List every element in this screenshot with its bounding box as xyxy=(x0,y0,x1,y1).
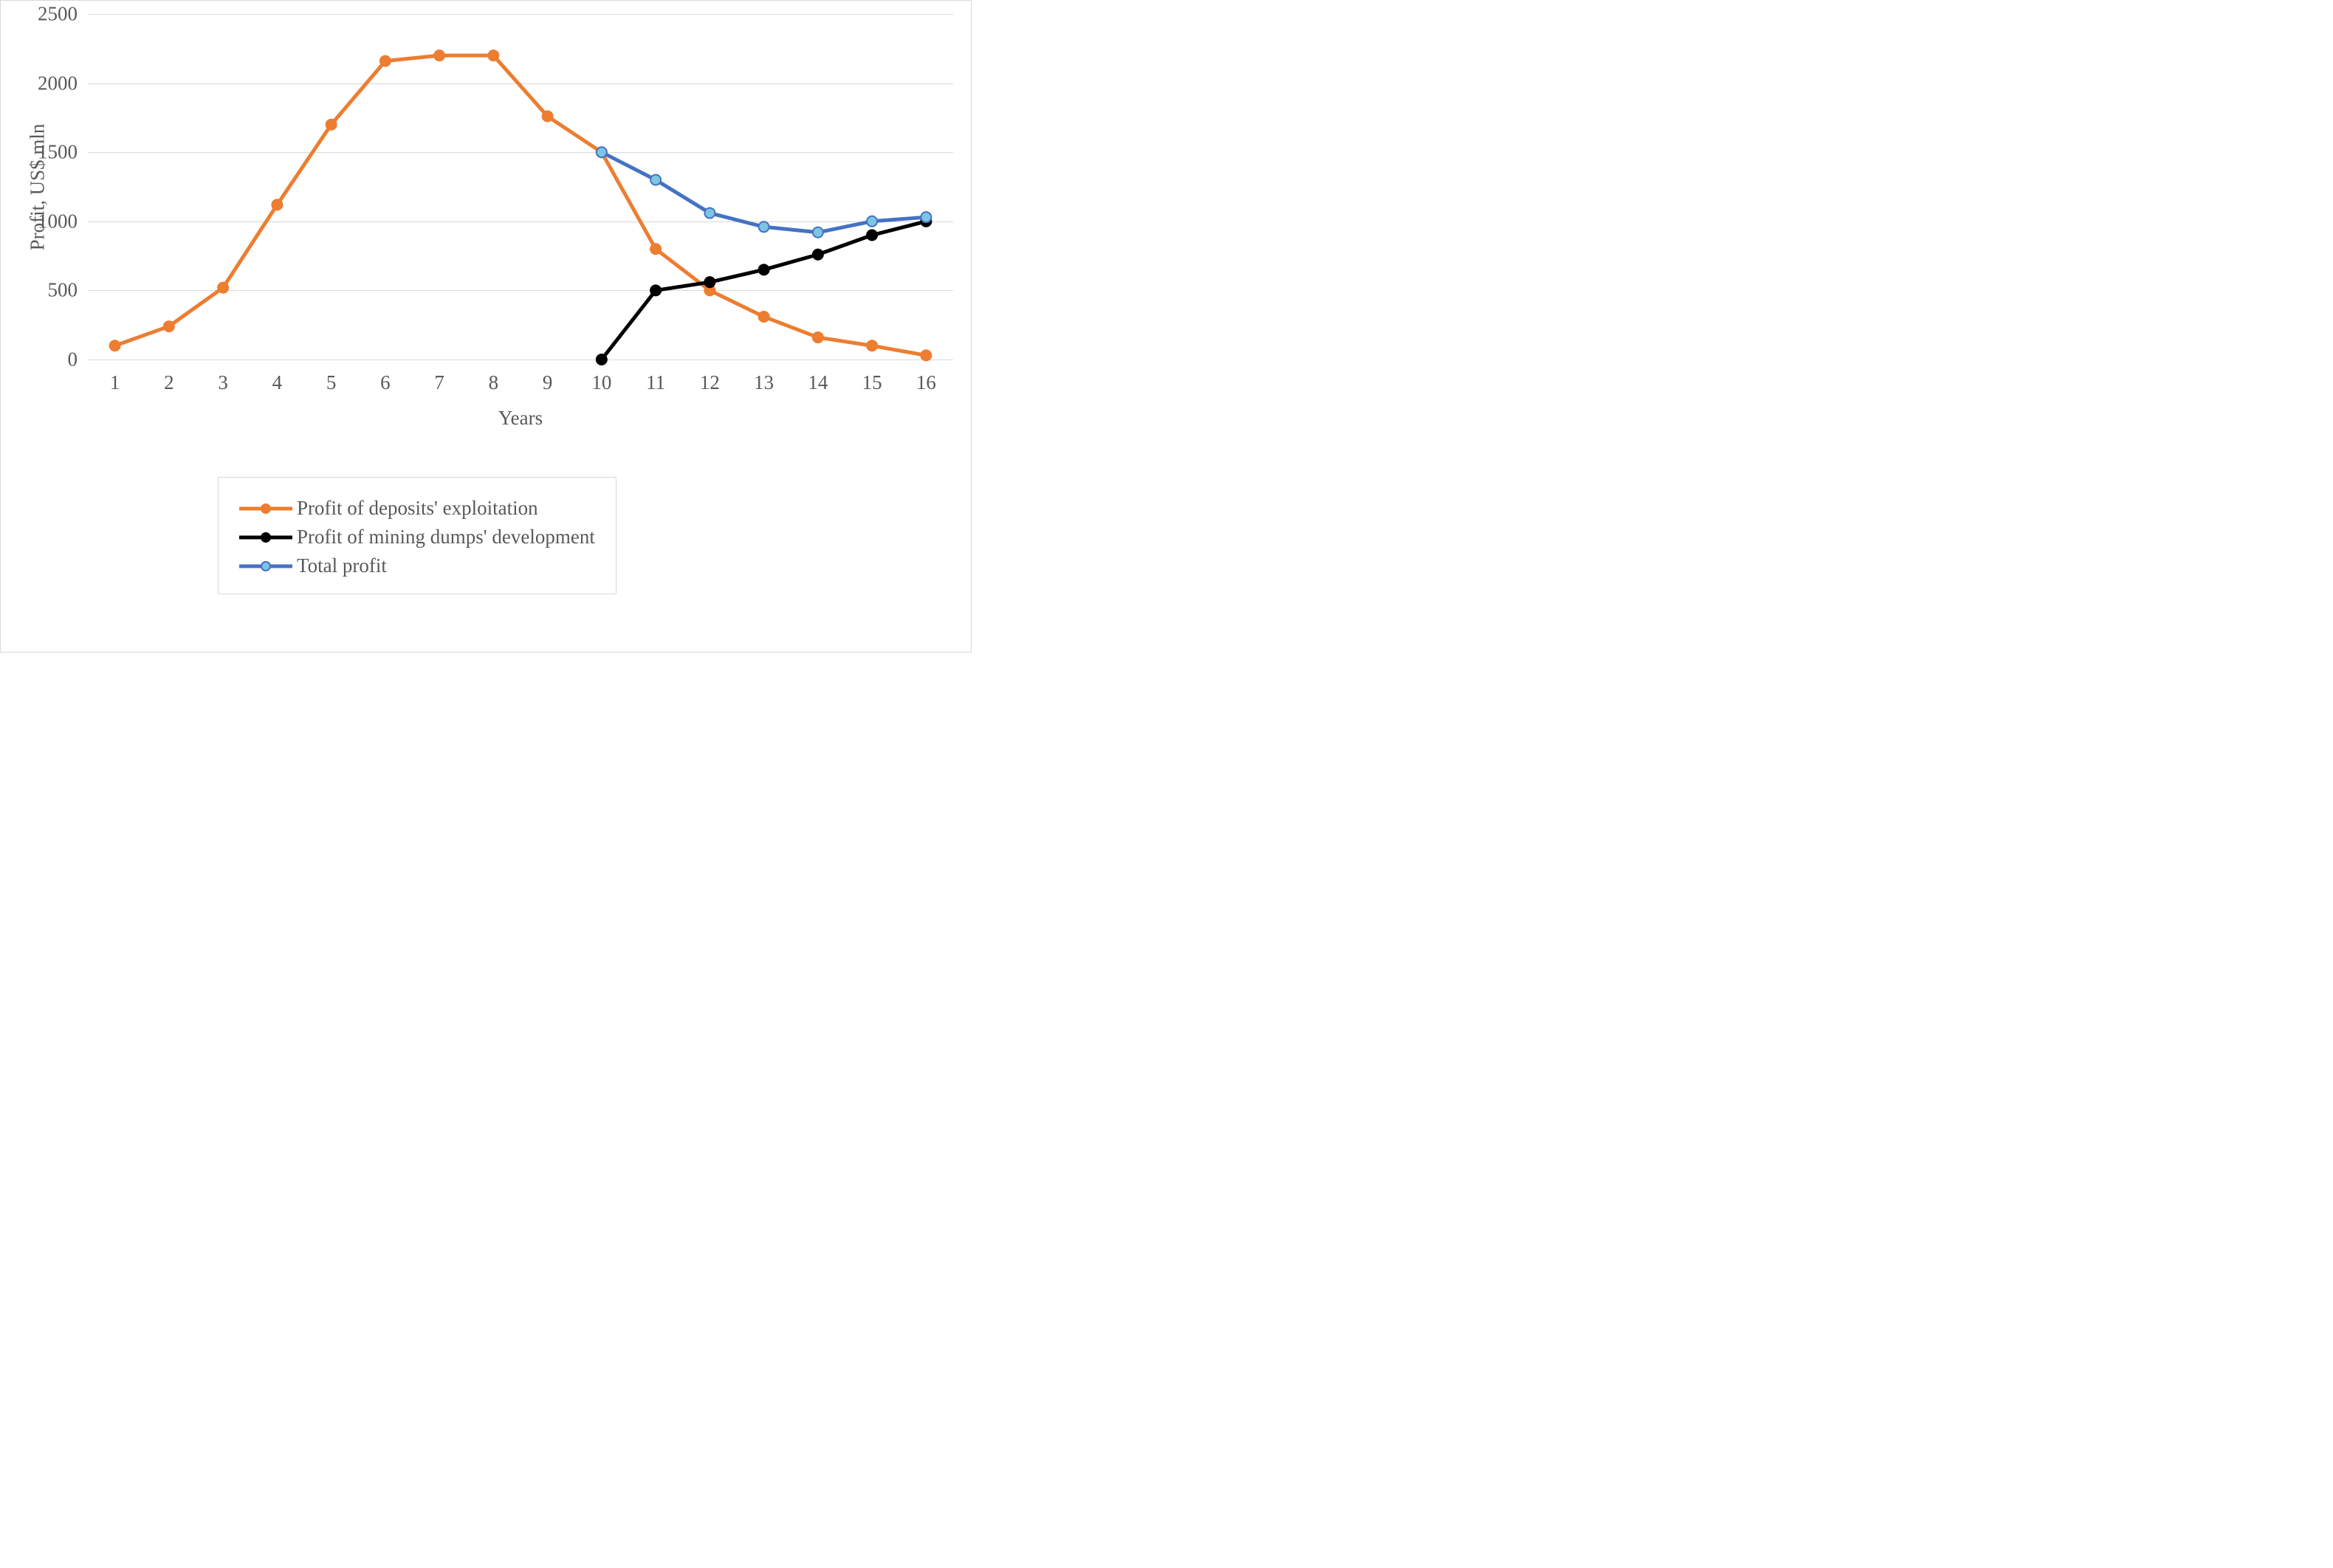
series-marker-dumps xyxy=(597,354,607,365)
y-axis-title: Profit, US$ mln xyxy=(27,106,49,269)
x-tick-label: 3 xyxy=(218,371,228,394)
y-tick-label: 0 xyxy=(1,348,78,371)
legend-swatch xyxy=(239,500,292,517)
legend-swatch xyxy=(239,529,292,546)
plot-area xyxy=(88,14,953,360)
series-marker-total xyxy=(759,221,769,232)
x-tick-label: 8 xyxy=(489,371,499,394)
x-tick-label: 4 xyxy=(272,371,283,394)
x-tick-label: 9 xyxy=(543,371,553,394)
y-tick-label: 2500 xyxy=(1,3,78,26)
legend-label: Total profit xyxy=(297,554,387,577)
profit-line-chart: Profit, US$ mln Years Profit of deposits… xyxy=(0,0,972,653)
legend-label: Profit of deposits' exploitation xyxy=(297,497,538,520)
legend-item-deposits: Profit of deposits' exploitation xyxy=(239,497,595,520)
x-tick-label: 2 xyxy=(164,371,174,394)
legend: Profit of deposits' exploitation Profit o… xyxy=(218,477,616,594)
y-tick-label: 1500 xyxy=(1,141,78,164)
series-marker-dumps xyxy=(867,230,877,241)
series-marker-deposits xyxy=(164,321,174,331)
series-marker-deposits xyxy=(434,50,444,61)
series-layer xyxy=(88,14,953,360)
series-marker-deposits xyxy=(326,120,337,130)
y-tick-label: 1000 xyxy=(1,210,78,233)
x-tick-label: 6 xyxy=(380,371,391,394)
series-marker-total xyxy=(597,147,607,157)
series-marker-deposits xyxy=(272,199,282,210)
series-marker-total xyxy=(704,208,715,219)
series-marker-dumps xyxy=(759,264,769,275)
x-tick-label: 14 xyxy=(808,371,828,394)
series-marker-deposits xyxy=(543,111,553,122)
x-tick-label: 15 xyxy=(862,371,882,394)
series-marker-total xyxy=(867,216,877,227)
series-marker-deposits xyxy=(867,340,877,351)
series-marker-deposits xyxy=(759,312,769,322)
series-marker-deposits xyxy=(110,340,120,351)
x-tick-label: 1 xyxy=(110,371,120,394)
x-tick-label: 7 xyxy=(434,371,444,394)
y-tick-label: 2000 xyxy=(1,72,78,94)
series-marker-total xyxy=(921,212,931,222)
y-tick-label: 500 xyxy=(1,279,78,302)
series-marker-total xyxy=(813,227,823,238)
series-marker-dumps xyxy=(813,250,823,260)
series-marker-deposits xyxy=(488,50,498,61)
series-marker-dumps xyxy=(704,277,715,287)
legend-item-total: Total profit xyxy=(239,554,595,577)
series-marker-deposits xyxy=(921,350,931,360)
legend-swatch xyxy=(239,557,292,575)
x-tick-label: 10 xyxy=(591,371,611,394)
series-marker-deposits xyxy=(650,244,661,254)
x-axis-title: Years xyxy=(88,407,953,430)
series-marker-total xyxy=(650,175,661,185)
x-tick-label: 5 xyxy=(326,371,337,394)
x-tick-label: 13 xyxy=(754,371,774,394)
x-tick-label: 12 xyxy=(700,371,720,394)
legend-label: Profit of mining dumps' development xyxy=(297,526,595,549)
legend-item-dumps: Profit of mining dumps' development xyxy=(239,526,595,549)
series-marker-deposits xyxy=(218,283,228,293)
x-tick-label: 11 xyxy=(646,371,665,394)
series-line-deposits xyxy=(115,55,927,355)
x-tick-label: 16 xyxy=(916,371,936,394)
series-marker-deposits xyxy=(380,56,391,66)
series-marker-deposits xyxy=(813,332,823,343)
series-marker-dumps xyxy=(650,285,661,295)
